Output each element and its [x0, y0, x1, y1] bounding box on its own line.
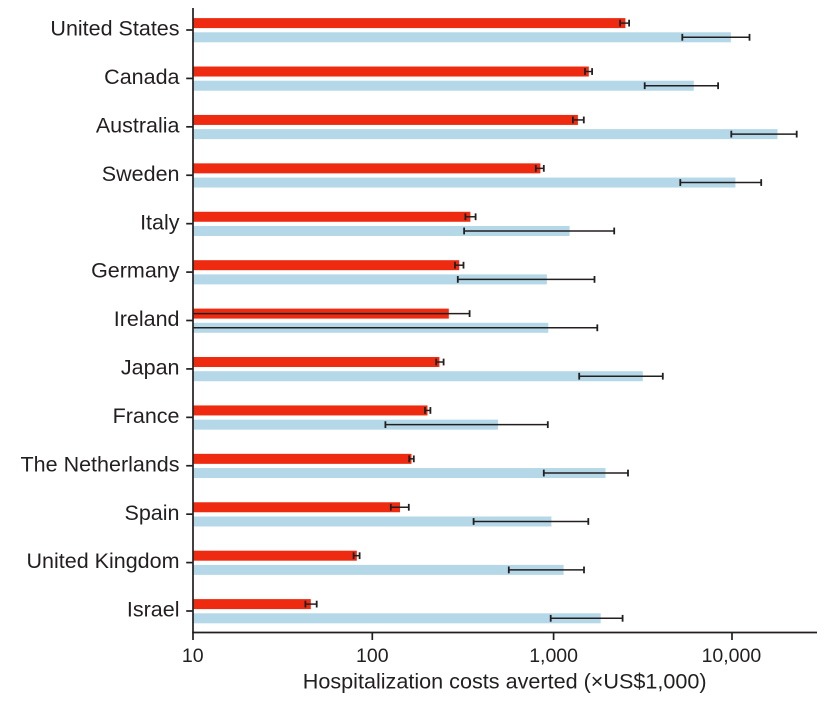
svg-text:The Netherlands: The Netherlands [21, 452, 180, 476]
svg-text:United States: United States [50, 17, 179, 41]
svg-text:Italy: Italy [140, 210, 180, 234]
svg-text:Spain: Spain [125, 501, 180, 525]
svg-text:Canada: Canada [104, 65, 179, 89]
svg-text:1,000: 1,000 [529, 645, 578, 667]
svg-text:France: France [113, 404, 180, 428]
svg-text:Israel: Israel [127, 598, 180, 622]
svg-text:Japan: Japan [121, 356, 180, 380]
svg-text:10: 10 [182, 645, 204, 667]
svg-text:10,000: 10,000 [702, 645, 762, 667]
svg-text:United Kingdom: United Kingdom [27, 549, 180, 573]
svg-text:Australia: Australia [96, 113, 180, 137]
svg-text:100: 100 [356, 645, 389, 667]
svg-text:Sweden: Sweden [102, 162, 180, 186]
svg-text:Germany: Germany [91, 259, 180, 283]
svg-text:Hospitalization costs averted: Hospitalization costs averted (×US$1,000… [303, 668, 707, 693]
svg-text:Ireland: Ireland [114, 307, 180, 331]
